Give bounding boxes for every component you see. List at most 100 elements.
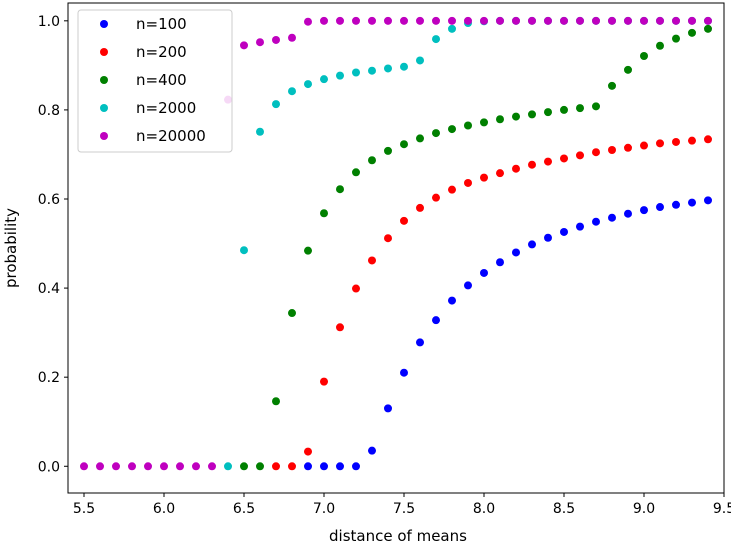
x-tick-label: 9.0: [633, 501, 655, 517]
data-point: [512, 248, 520, 257]
data-point: [448, 296, 456, 305]
data-point: [640, 16, 648, 25]
data-point: [480, 268, 488, 277]
data-point: [576, 222, 584, 231]
data-point: [240, 41, 248, 50]
data-point: [512, 112, 520, 121]
x-tick-label: 9.5: [713, 501, 731, 517]
data-point: [704, 135, 712, 144]
data-point: [592, 16, 600, 25]
data-point: [656, 139, 664, 148]
data-point: [416, 16, 424, 25]
data-point: [160, 462, 168, 471]
series-n=400: [240, 24, 712, 471]
data-point: [672, 200, 680, 209]
data-point: [384, 64, 392, 73]
data-point: [368, 66, 376, 75]
data-point: [352, 462, 360, 471]
data-point: [704, 196, 712, 205]
data-point: [256, 127, 264, 136]
data-point: [608, 81, 616, 90]
data-point: [656, 16, 664, 25]
series-n=20000: [80, 16, 712, 471]
data-point: [704, 24, 712, 33]
y-tick-label: 0.6: [38, 192, 60, 208]
data-point: [480, 118, 488, 127]
data-point: [432, 193, 440, 202]
series-n=200: [272, 135, 712, 471]
data-point: [112, 462, 120, 471]
data-point: [320, 16, 328, 25]
data-point: [496, 115, 504, 124]
data-point: [672, 34, 680, 43]
legend-label: n=400: [136, 71, 187, 89]
data-point: [448, 16, 456, 25]
data-point: [544, 233, 552, 242]
data-point: [528, 16, 536, 25]
x-axis-ticks: 5.5 6.0 6.5 7.0 7.5 8.0 8.5 9.0 9.5: [73, 493, 731, 517]
data-points: [80, 16, 712, 471]
data-point: [304, 80, 312, 89]
data-point: [560, 154, 568, 163]
data-point: [272, 462, 280, 471]
data-point: [400, 368, 408, 377]
data-point: [304, 447, 312, 456]
data-point: [288, 309, 296, 318]
legend-marker: [100, 104, 108, 112]
legend-label: n=2000: [136, 99, 196, 117]
y-tick-label: 0.8: [38, 103, 60, 119]
data-point: [640, 206, 648, 215]
data-point: [336, 185, 344, 194]
data-point: [512, 16, 520, 25]
x-tick-label: 7.0: [313, 501, 335, 517]
data-point: [240, 246, 248, 255]
data-point: [704, 16, 712, 25]
data-point: [336, 462, 344, 471]
data-point: [416, 134, 424, 143]
legend-label: n=20000: [136, 127, 206, 145]
x-tick-label: 8.5: [553, 501, 575, 517]
data-point: [176, 462, 184, 471]
data-point: [496, 169, 504, 178]
data-point: [240, 462, 248, 471]
data-point: [688, 28, 696, 37]
data-point: [304, 17, 312, 26]
data-point: [256, 38, 264, 47]
data-point: [688, 16, 696, 25]
data-point: [624, 65, 632, 74]
data-point: [272, 100, 280, 109]
data-point: [384, 404, 392, 413]
data-point: [544, 157, 552, 166]
x-axis-label: distance of means: [329, 527, 467, 545]
data-point: [400, 140, 408, 149]
data-point: [288, 33, 296, 42]
data-point: [560, 227, 568, 236]
data-point: [592, 148, 600, 157]
legend-box: [77, 9, 233, 153]
data-point: [672, 137, 680, 146]
legend-marker: [100, 20, 108, 28]
data-point: [656, 41, 664, 50]
data-point: [608, 16, 616, 25]
data-point: [208, 462, 216, 471]
data-point: [448, 185, 456, 194]
data-point: [640, 141, 648, 150]
data-point: [400, 62, 408, 71]
data-point: [384, 146, 392, 155]
data-point: [224, 462, 232, 471]
data-point: [624, 143, 632, 152]
legend-marker: [100, 48, 108, 56]
data-point: [128, 462, 136, 471]
data-point: [640, 52, 648, 61]
data-point: [400, 216, 408, 225]
legend-label: n=200: [136, 43, 187, 61]
x-tick-label: 6.5: [233, 501, 255, 517]
data-point: [480, 173, 488, 182]
data-point: [320, 462, 328, 471]
data-point: [272, 35, 280, 44]
data-point: [496, 258, 504, 267]
data-point: [416, 338, 424, 347]
data-point: [272, 397, 280, 406]
data-point: [80, 462, 88, 471]
data-point: [304, 462, 312, 471]
